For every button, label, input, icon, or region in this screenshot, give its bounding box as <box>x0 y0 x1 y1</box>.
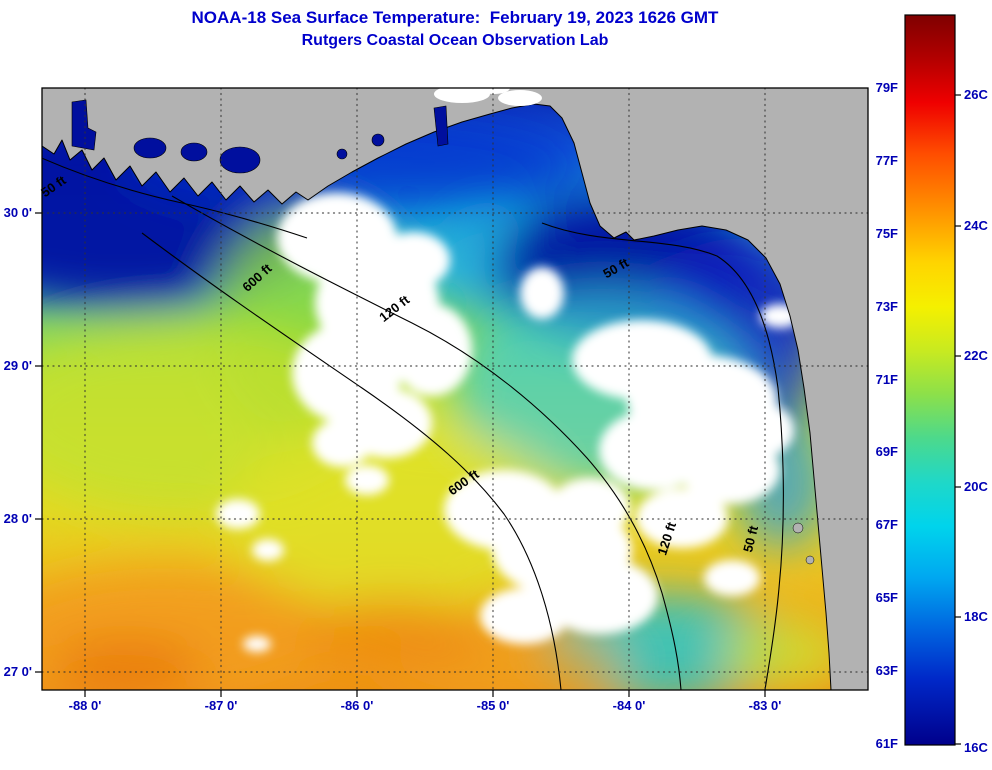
y-tick-label: 27 0' <box>4 664 32 679</box>
x-tick-label: -84 0' <box>613 698 646 713</box>
x-tick-label: -85 0' <box>477 698 510 713</box>
colorbar-f-label: 73F <box>876 299 898 314</box>
x-tick-label: -88 0' <box>69 698 102 713</box>
x-tick-label: -87 0' <box>205 698 238 713</box>
cloud-over-coast <box>434 88 542 106</box>
colorbar-c-labels: 26C 24C 22C 20C 18C 16C <box>964 87 988 755</box>
colorbar-f-label: 61F <box>876 736 898 751</box>
y-axis-labels: 30 0' 29 0' 28 0' 27 0' <box>4 205 32 679</box>
colorbar-c-label: 20C <box>964 479 988 494</box>
estuary-water <box>71 99 449 174</box>
x-axis-labels: -88 0' -87 0' -86 0' -85 0' -84 0' -83 0… <box>69 698 782 713</box>
contour-label-50ft-east: 50 ft <box>740 523 761 553</box>
colorbar-c-label: 26C <box>964 87 988 102</box>
title-block: NOAA-18 Sea Surface Temperature: Februar… <box>42 6 868 52</box>
colorbar-f-label: 67F <box>876 517 898 532</box>
colorbar-f-labels: 79F 77F 75F 73F 71F 69F 67F 65F 63F 61F <box>876 80 898 751</box>
figure-subtitle: Rutgers Coastal Ocean Observation Lab <box>301 32 609 49</box>
colorbar-f-label: 65F <box>876 590 898 605</box>
figure-title: NOAA-18 Sea Surface Temperature: Februar… <box>191 8 719 27</box>
plot-border <box>41 87 869 691</box>
colorbar-f-label: 79F <box>876 80 898 95</box>
axis-ticks <box>35 212 766 697</box>
x-tick-label: -86 0' <box>341 698 374 713</box>
y-tick-label: 30 0' <box>4 205 32 220</box>
cloud-cover <box>216 193 800 652</box>
colorbar-f-label: 77F <box>876 153 898 168</box>
colorbar: 79F 77F 75F 73F 71F 69F 67F 65F 63F 61F … <box>876 14 988 755</box>
sst-map-plot: 50 ft 600 ft 120 ft 50 ft 600 ft 120 ft … <box>4 87 869 713</box>
colorbar-f-label: 71F <box>876 372 898 387</box>
colorbar-f-label: 69F <box>876 444 898 459</box>
islands <box>792 522 815 565</box>
colorbar-ticks <box>955 94 961 745</box>
colorbar-c-label: 16C <box>964 740 988 755</box>
y-tick-label: 28 0' <box>4 511 32 526</box>
y-tick-label: 29 0' <box>4 358 32 373</box>
colorbar-f-label: 63F <box>876 663 898 678</box>
bathymetry-contours <box>42 157 784 690</box>
x-tick-label: -83 0' <box>749 698 782 713</box>
colorbar-c-label: 24C <box>964 218 988 233</box>
lat-lon-grid <box>42 88 868 690</box>
colorbar-c-label: 22C <box>964 348 988 363</box>
colorbar-gradient <box>904 14 956 746</box>
colorbar-f-label: 75F <box>876 226 898 241</box>
colorbar-c-label: 18C <box>964 609 988 624</box>
